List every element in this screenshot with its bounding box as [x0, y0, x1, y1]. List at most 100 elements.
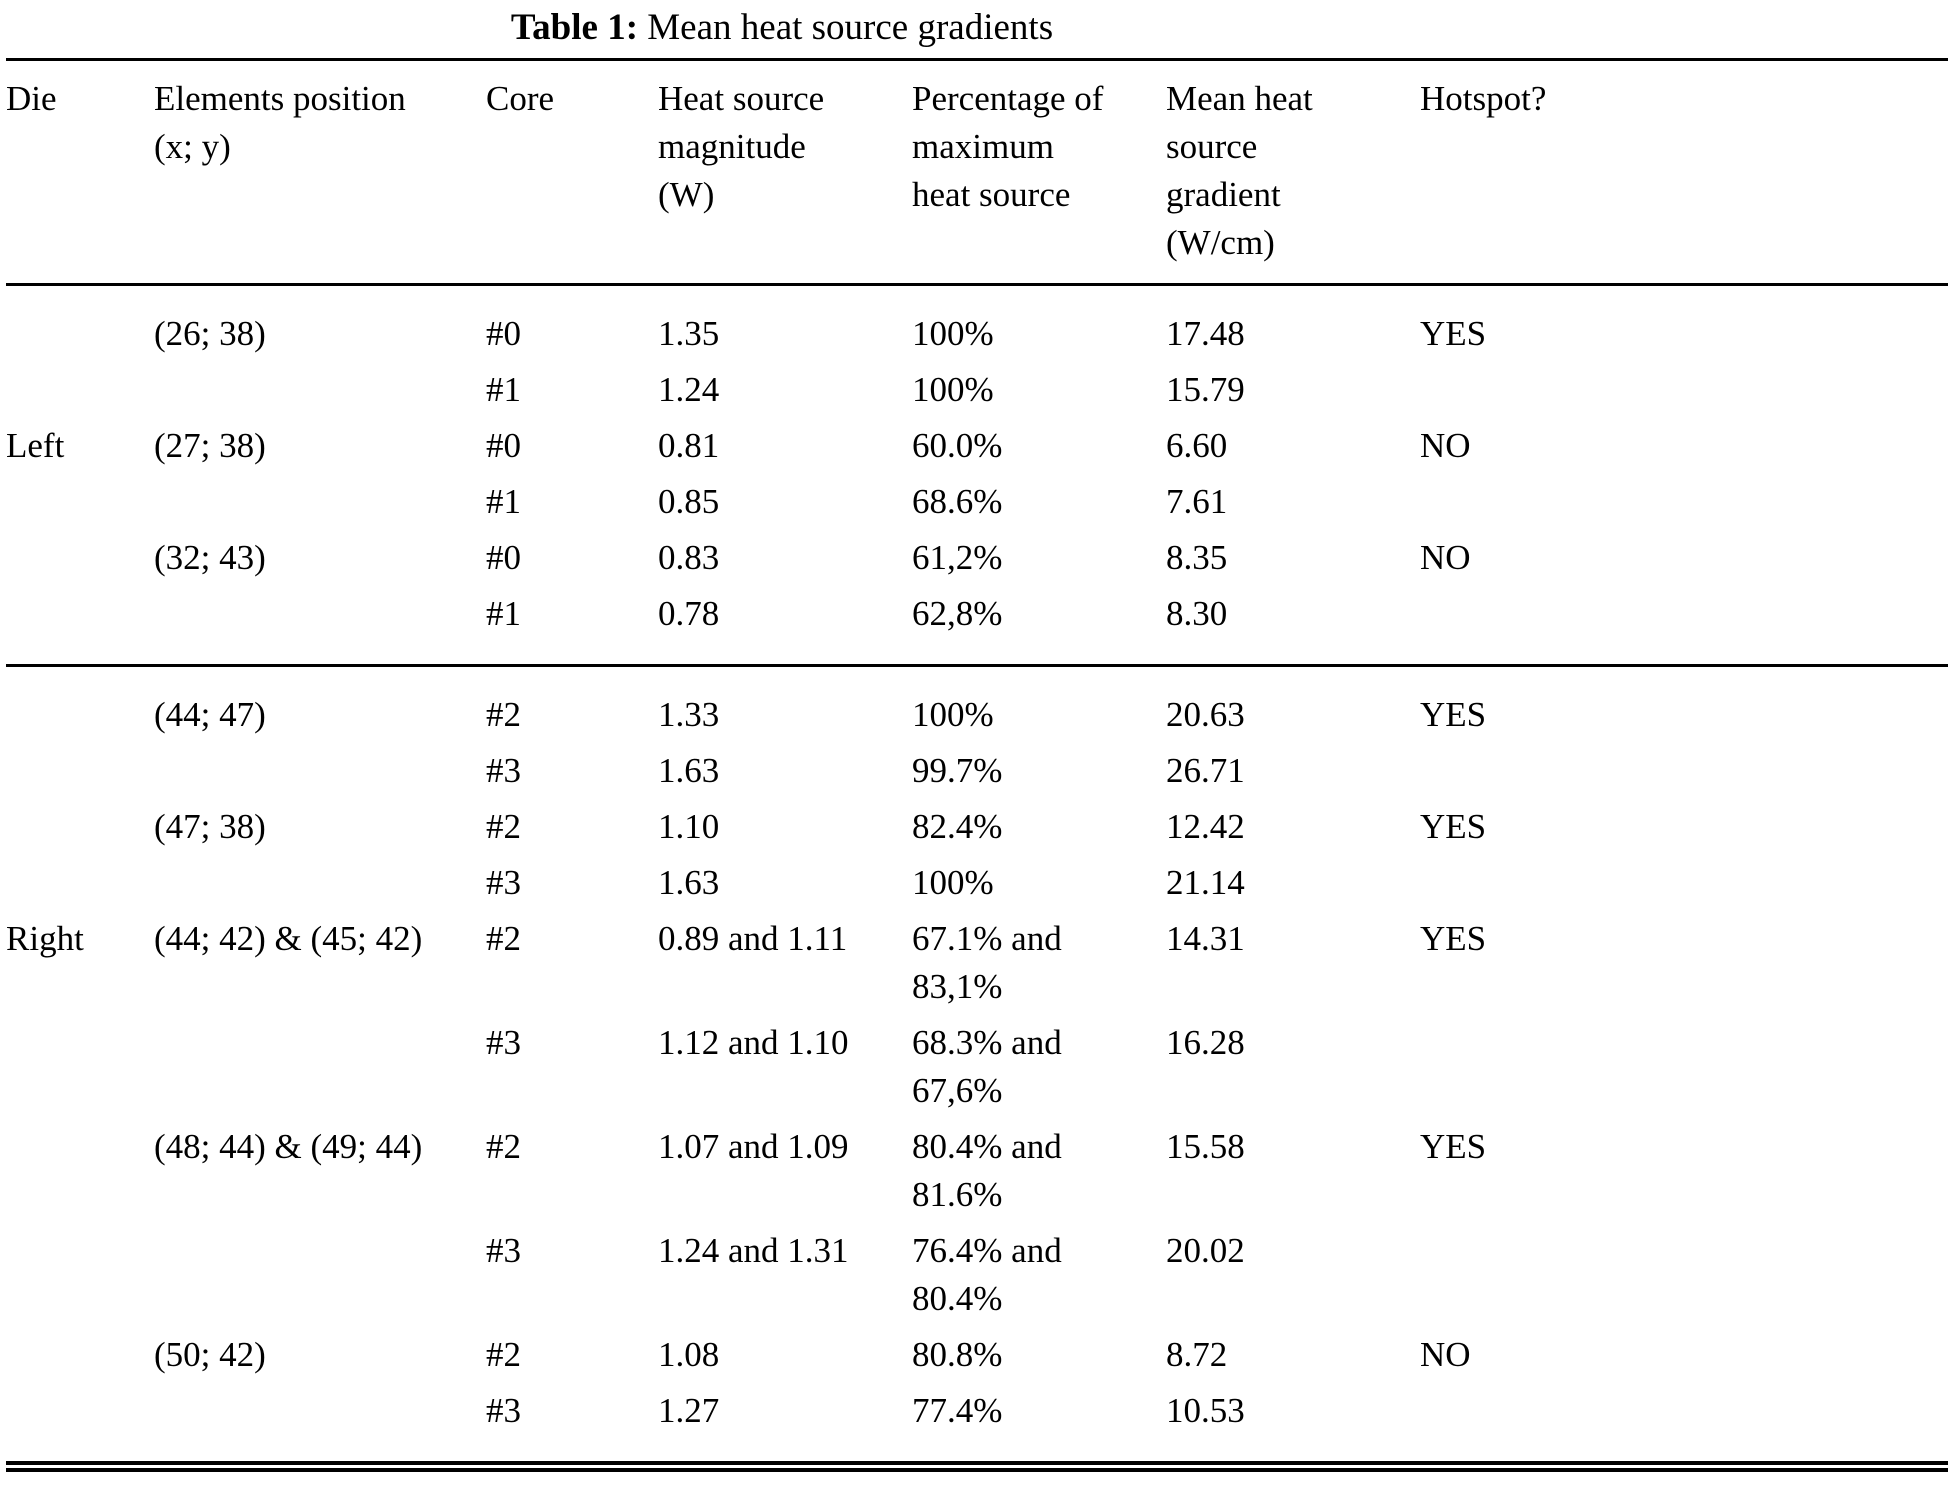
cell-gradient: 6.60: [1166, 426, 1228, 465]
cell-percentage: 60.0%: [912, 426, 1003, 465]
column-header-gradient: Mean heat source gradient (W/cm): [1166, 59, 1420, 286]
cell-position: [154, 474, 486, 530]
table-caption: Table 1: Mean heat source gradients: [6, 6, 1948, 50]
cell-position: (26; 38): [154, 314, 266, 353]
table-row: (26; 38) #0 1.35 100% 17.48 YES: [6, 285, 1948, 363]
table-row: #3 1.27 77.4% 10.53: [6, 1383, 1948, 1467]
cell-die: [6, 1223, 154, 1327]
column-header-die: Die: [6, 59, 154, 286]
cell-core: #3: [486, 1023, 521, 1062]
cell-die: [6, 1383, 154, 1467]
column-header-percentage: Percentage of maximum heat source: [912, 59, 1166, 286]
table-row: (44; 47) #2 1.33 100% 20.63 YES: [6, 666, 1948, 744]
cell-magnitude: 0.83: [658, 538, 720, 577]
table-row: #3 1.12 and 1.10 68.3% and 67,6% 16.28: [6, 1015, 1948, 1119]
cell-magnitude: 0.78: [658, 594, 720, 633]
cell-magnitude: 1.27: [658, 1391, 720, 1430]
cell-hotspot: NO: [1420, 426, 1471, 465]
cell-gradient: 8.35: [1166, 538, 1228, 577]
cell-percentage: 76.4% and 80.4%: [912, 1231, 1062, 1318]
cell-die: [6, 530, 154, 586]
cell-position: [154, 743, 486, 799]
cell-hotspot: NO: [1420, 1335, 1471, 1374]
cell-position: [154, 1383, 486, 1467]
cell-core: #0: [486, 538, 521, 577]
cell-gradient: 8.72: [1166, 1335, 1228, 1374]
cell-die: [6, 362, 154, 418]
cell-die: [6, 799, 154, 855]
cell-percentage: 77.4%: [912, 1391, 1003, 1430]
table-row: #3 1.24 and 1.31 76.4% and 80.4% 20.02: [6, 1223, 1948, 1327]
cell-percentage: 99.7%: [912, 751, 1003, 790]
cell-hotspot: YES: [1420, 1127, 1487, 1166]
cell-hotspot: [1420, 474, 1948, 530]
cell-core: #2: [486, 1127, 521, 1166]
table-row: #3 1.63 99.7% 26.71: [6, 743, 1948, 799]
cell-position: [154, 1223, 486, 1327]
cell-magnitude: 1.12 and 1.10: [658, 1023, 849, 1062]
cell-die: [6, 285, 154, 363]
table-section-right: (44; 47) #2 1.33 100% 20.63 YES #3 1.63 99.7% 26.…: [6, 666, 1948, 1467]
cell-magnitude: 0.81: [658, 426, 720, 465]
cell-percentage: 80.8%: [912, 1335, 1003, 1374]
cell-gradient: 17.48: [1166, 314, 1245, 353]
cell-magnitude: 1.07 and 1.09: [658, 1127, 849, 1166]
cell-magnitude: 0.85: [658, 482, 720, 521]
cell-position: [154, 855, 486, 911]
cell-position: (47; 38): [154, 807, 266, 846]
cell-core: #3: [486, 1231, 521, 1270]
cell-magnitude: 1.24 and 1.31: [658, 1231, 849, 1270]
cell-position: (44; 47): [154, 695, 266, 734]
cell-die: [6, 1119, 154, 1223]
cell-core: #2: [486, 1335, 521, 1374]
cell-magnitude: 1.08: [658, 1335, 720, 1374]
cell-magnitude: 1.10: [658, 807, 720, 846]
table-caption-label: Table 1:: [510, 7, 639, 48]
cell-core: #2: [486, 919, 521, 958]
cell-percentage: 80.4% and 81.6%: [912, 1127, 1062, 1214]
cell-position: [154, 1015, 486, 1119]
cell-die: [6, 743, 154, 799]
cell-position: (44; 42) & (45; 42): [154, 919, 423, 958]
table-caption-text: Mean heat source gradients: [647, 7, 1054, 48]
table-row: (48; 44) & (49; 44) #2 1.07 and 1.09 80.4% …: [6, 1119, 1948, 1223]
table-row: (32; 43) #0 0.83 61,2% 8.35 NO: [6, 530, 1948, 586]
cell-core: #1: [486, 594, 521, 633]
table-row: Right (44; 42) & (45; 42) #2 0.89 and 1.11 6…: [6, 911, 1948, 1015]
cell-gradient: 21.14: [1166, 863, 1245, 902]
cell-percentage: 62,8%: [912, 594, 1003, 633]
cell-magnitude: 1.63: [658, 863, 720, 902]
cell-hotspot: YES: [1420, 807, 1487, 846]
cell-hotspot: [1420, 586, 1948, 666]
column-header-magnitude: Heat source magnitude (W): [658, 59, 912, 286]
cell-die: [6, 1015, 154, 1119]
cell-gradient: 7.61: [1166, 482, 1228, 521]
cell-hotspot: YES: [1420, 695, 1487, 734]
cell-gradient: 26.71: [1166, 751, 1245, 790]
cell-die: [6, 474, 154, 530]
column-header-position: Elements position (x; y): [154, 59, 486, 286]
table-row: (47; 38) #2 1.10 82.4% 12.42 YES: [6, 799, 1948, 855]
cell-hotspot: [1420, 1383, 1948, 1467]
cell-core: #2: [486, 695, 521, 734]
cell-magnitude: 1.24: [658, 370, 720, 409]
cell-percentage: 67.1% and 83,1%: [912, 919, 1062, 1006]
cell-gradient: 12.42: [1166, 807, 1245, 846]
cell-core: #0: [486, 426, 521, 465]
cell-percentage: 100%: [912, 695, 994, 734]
table-row: #1 0.85 68.6% 7.61: [6, 474, 1948, 530]
cell-hotspot: NO: [1420, 538, 1471, 577]
table-row: #1 1.24 100% 15.79: [6, 362, 1948, 418]
table-row: #3 1.63 100% 21.14: [6, 855, 1948, 911]
cell-position: (48; 44) & (49; 44): [154, 1127, 423, 1166]
cell-percentage: 100%: [912, 370, 994, 409]
cell-percentage: 68.3% and 67,6%: [912, 1023, 1062, 1110]
table-row: Left (27; 38) #0 0.81 60.0% 6.60 NO: [6, 418, 1948, 474]
cell-magnitude: 0.89 and 1.11: [658, 919, 848, 958]
cell-position: (27; 38): [154, 426, 266, 465]
cell-hotspot: [1420, 1015, 1948, 1119]
column-header-hotspot: Hotspot?: [1420, 59, 1948, 286]
cell-core: #1: [486, 370, 521, 409]
cell-position: (32; 43): [154, 538, 266, 577]
cell-hotspot: YES: [1420, 919, 1487, 958]
